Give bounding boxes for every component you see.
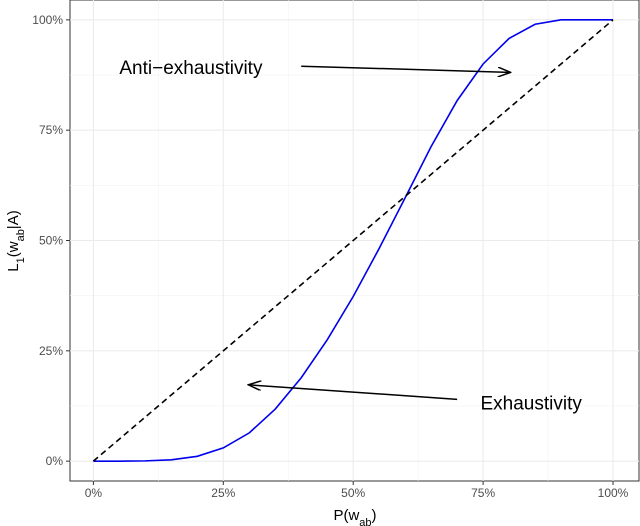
annotation-label: Anti−exhaustivity — [119, 58, 263, 79]
x-tick-label: 50% — [341, 486, 365, 500]
y-tick-label: 50% — [39, 234, 63, 248]
y-axis-title: L1(wab|A) — [5, 210, 27, 271]
y-tick-label: 0% — [46, 454, 64, 468]
reference-line — [92, 19, 614, 462]
x-axis-ticks: 0% 25% 50% 75% 100% — [85, 481, 629, 500]
annotation-label: Exhaustivity — [481, 393, 583, 414]
annotation-arrow — [248, 385, 458, 401]
x-axis-title: P(wab) — [333, 507, 376, 526]
x-tick-label: 75% — [471, 486, 495, 500]
x-tick-label: 100% — [598, 486, 629, 500]
x-tick-label: 0% — [85, 486, 103, 500]
y-tick-label: 100% — [32, 13, 63, 27]
y-tick-label: 25% — [39, 344, 63, 358]
series-layer — [92, 19, 614, 462]
x-tick-label: 25% — [211, 486, 235, 500]
y-axis-ticks: 0% 25% 50% 75% 100% — [32, 13, 70, 468]
y-tick-label: 75% — [39, 123, 63, 137]
annotation-layer: Anti−exhaustivity Exhaustivity — [119, 58, 582, 414]
curve-line — [93, 19, 614, 462]
grid — [70, 0, 639, 481]
annotation-arrow — [301, 65, 510, 72]
